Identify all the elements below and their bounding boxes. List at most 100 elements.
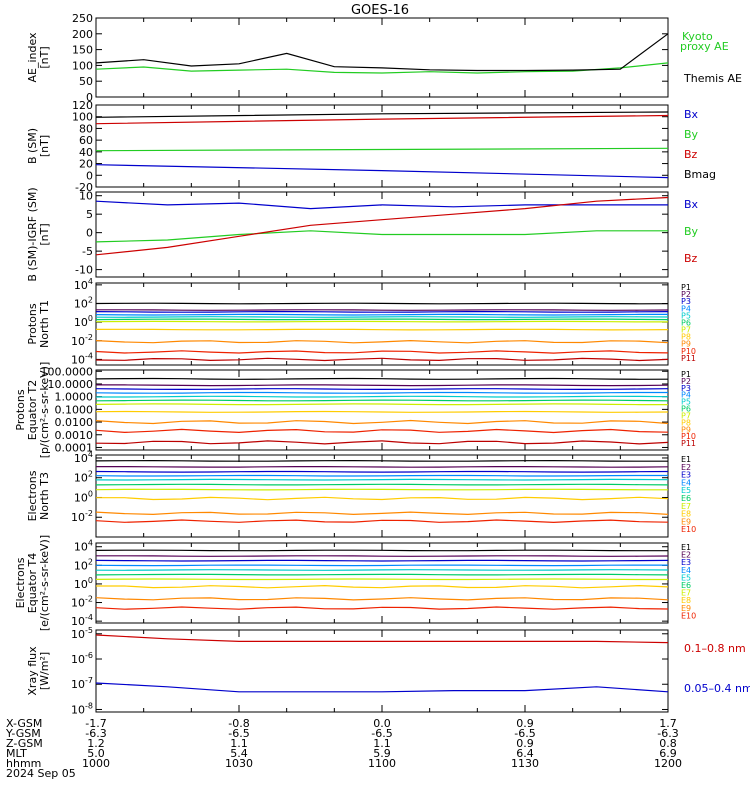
channel-line-e5 [96,569,668,571]
legend-xray-long: 0.1–0.8 nm [684,642,746,655]
legend-e3: E3 [681,471,691,480]
y-tick-label: 0 [86,91,93,104]
series-line-xray_long [96,634,668,644]
y-tick-label: 100 [74,489,93,504]
series-line-ae_themis [96,33,668,72]
legend-e8: E8 [681,510,691,519]
y-tick-label: 250 [72,12,93,25]
y-tick-label: 100 [74,576,93,591]
y-axis-label: ProtonsEquator T2[p/(cm²-s-sr-keV)] [14,362,51,459]
y-tick-label: 50 [79,75,93,88]
channel-line-e3 [96,559,668,562]
channel-line-e8 [96,584,668,589]
channel-line-e9 [96,511,668,516]
legend-p3: P3 [681,384,691,393]
series-line-ae_kyoto [96,62,668,74]
y-tick-label: 40 [79,146,93,159]
legend-bx: Bx [684,198,699,211]
legend-e7: E7 [681,589,691,598]
y-tick-label: 102 [74,470,93,485]
y-tick-label: 10-2 [71,509,93,524]
channel-line-p1 [96,302,668,305]
y-tick-label: 10-2 [71,333,93,348]
channel-line-p5 [96,316,668,318]
footer-value: -6.5 [228,727,249,740]
legend-kyoto: Kyoto [682,30,713,43]
y-tick-label: 0.0100 [55,416,94,429]
y-axis-label: B (SM)[nT] [26,128,51,164]
channel-line-p4 [96,391,668,394]
y-tick-label: 10.0000 [48,378,94,391]
legend-p6: P6 [681,318,691,327]
channel-line-p2 [96,309,668,311]
y-tick-label: 100 [72,59,93,72]
panel-xray: 10-8 10-7 10-6 10-5 Xray flux[W/m²] 0.1–0.8 n… [26,626,750,717]
y-tick-label: 100 [74,314,93,329]
y-axis-label: ElectronsEquator T4[e/(cm²-s-sr-keV)] [14,535,51,631]
footer-value: -6.3 [657,727,678,740]
legend-p8: P8 [681,333,691,342]
panel-frame [95,17,669,98]
series-group [96,634,668,693]
channel-line-e1 [96,549,668,552]
panel-prot_n: 10-4 10-2 100 102 104 ProtonsNorth T1 P1P2P3P4… [26,277,696,367]
footer-value: 1.7 [659,717,677,730]
series-line-by [96,230,668,243]
channel-line-p6 [96,318,668,321]
y-tick-label: 20 [79,158,93,171]
footer-row-label: Y-GSM [5,727,41,740]
footer-value: 1030 [225,757,253,770]
footer-value: -6.5 [514,727,535,740]
footer-value: 6.4 [516,747,534,760]
legend-themis: Themis AE [683,72,742,85]
channel-line-e6 [96,483,668,486]
footer-date: 2024 Sep 05 [6,767,76,780]
panel-frame [95,542,669,624]
channel-line-p11 [96,440,668,445]
y-tick-label: 104 [74,450,93,465]
legend-p2: P2 [681,290,691,299]
channel-line-p5 [96,395,668,398]
legend-p10: P10 [681,347,696,356]
y-tick-label: 1.0000 [55,391,94,404]
channel-line-p10 [96,428,668,434]
channel-line-e8 [96,496,668,501]
y-axis-label: Xray flux[W/m²] [26,646,51,696]
y-tick-label: 10-5 [71,626,93,641]
y-axis-label: ElectronsNorth T3 [26,470,51,521]
series-line-xray_short [96,682,668,693]
channel-line-e5 [96,478,668,481]
y-tick-label: 10-8 [71,701,93,716]
channel-line-p8 [96,410,668,413]
footer-value: 1130 [511,757,539,770]
channel-line-p11 [96,357,668,362]
y-tick-label: 80 [79,122,93,135]
footer-value: -6.3 [85,727,106,740]
channel-line-p3 [96,388,668,390]
channel-line-e2 [96,555,668,557]
channel-line-p4 [96,313,668,316]
legend-p4: P4 [681,391,691,400]
y-tick-label: 102 [74,557,93,572]
panel-frame [95,629,669,713]
legend-e10: E10 [681,525,696,534]
legend-by: By [684,128,699,141]
legend-p2: P2 [681,377,691,386]
footer-value: 0.0 [373,717,391,730]
footer-value: 1.2 [87,737,105,750]
channel-line-e1 [96,459,668,462]
channel-line-p10 [96,350,668,354]
legend-p1: P1 [681,283,691,292]
legend-e9: E9 [681,517,691,526]
plot-title: GOES-16 [351,3,409,18]
channel-line-p9 [96,419,668,425]
legend-p5: P5 [681,311,691,320]
channel-line-e9 [96,597,668,601]
legend-e4: E4 [681,566,691,575]
channel-line-e3 [96,470,668,473]
